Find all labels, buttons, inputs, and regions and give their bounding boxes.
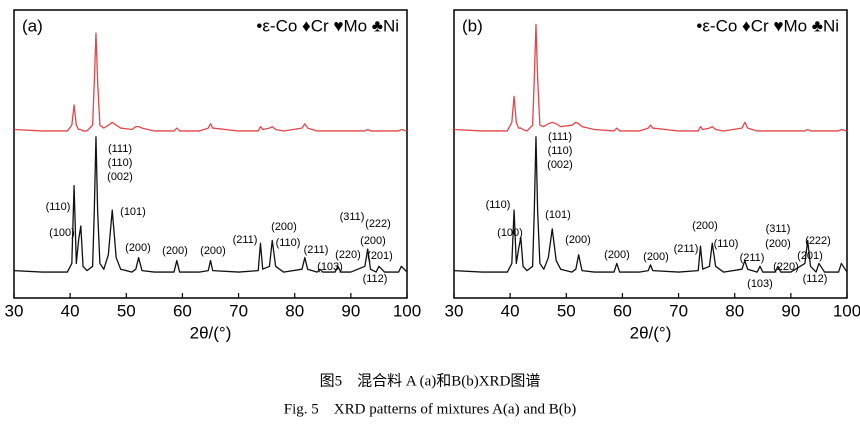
peak-label: (200) <box>360 235 386 247</box>
peak-label: (200) <box>200 245 226 257</box>
xrd-trace <box>453 23 848 132</box>
peak-label: (201) <box>797 250 823 262</box>
x-tick-label: 70 <box>229 301 248 320</box>
x-tick-label: 70 <box>669 301 688 320</box>
peak-label: (200) <box>604 249 630 261</box>
peak-label: (110) <box>108 157 133 169</box>
xrd-trace <box>13 136 408 273</box>
peak-label: (103) <box>747 278 773 290</box>
peak-label: (110) <box>548 145 573 157</box>
peak-label: (311) <box>340 211 365 223</box>
x-axis-label: 2θ/(°) <box>630 323 672 342</box>
peak-label: (111) <box>108 143 132 155</box>
peak-label: (200) <box>692 220 718 232</box>
peak-label: (110) <box>46 201 71 213</box>
x-axis-label: 2θ/(°) <box>190 323 232 342</box>
x-tick-label: 90 <box>341 301 360 320</box>
peak-label: (200) <box>565 234 591 246</box>
legend: •ε-Co ♦Cr ♥Mo ♣Ni <box>256 16 399 35</box>
x-tick-label: 60 <box>613 301 632 320</box>
x-tick-label: 80 <box>725 301 744 320</box>
x-tick-label: 40 <box>501 301 520 320</box>
peak-label: (110) <box>486 199 511 211</box>
peak-label: (112) <box>803 273 828 285</box>
peak-label: (112) <box>363 273 388 285</box>
peak-label: (220) <box>335 249 361 261</box>
peak-label: (211) <box>304 244 329 256</box>
peak-label: (200) <box>765 238 791 250</box>
peak-label: (002) <box>107 171 133 183</box>
peak-label: (110) <box>276 237 301 249</box>
caption-en: Fig. 5 XRD patterns of mixtures A(a) and… <box>284 401 576 417</box>
peak-label: (103) <box>317 261 343 273</box>
x-tick-label: 60 <box>173 301 192 320</box>
peak-label: (110) <box>714 238 739 250</box>
peak-label: (222) <box>365 218 391 230</box>
x-tick-label: 50 <box>117 301 136 320</box>
peak-label: (311) <box>766 223 791 235</box>
peak-label: (200) <box>162 245 188 257</box>
x-tick-label: 100 <box>833 301 860 320</box>
panel-label: (a) <box>22 16 43 35</box>
peak-label: (200) <box>271 221 297 233</box>
peak-label: (100) <box>497 227 523 239</box>
peak-label: (200) <box>125 242 151 254</box>
panel-label: (b) <box>462 16 483 35</box>
plot-frame <box>453 9 848 299</box>
caption-cn: 图5 混合料 A (a)和B(b)XRD图谱 <box>320 372 541 389</box>
x-tick-label: 50 <box>557 301 576 320</box>
peak-label: (101) <box>120 206 146 218</box>
peak-label: (220) <box>773 261 799 273</box>
x-tick-label: 90 <box>781 301 800 320</box>
x-tick-label: 30 <box>445 301 464 320</box>
peak-label: (211) <box>740 252 765 264</box>
peak-label: (222) <box>805 235 831 247</box>
peak-label: (211) <box>233 234 258 246</box>
peak-label: (211) <box>674 243 699 255</box>
peak-label: (101) <box>545 209 571 221</box>
x-tick-label: 30 <box>5 301 24 320</box>
peak-label: (200) <box>643 251 669 263</box>
xrd-trace <box>453 136 848 273</box>
x-tick-label: 40 <box>61 301 80 320</box>
x-tick-label: 100 <box>393 301 421 320</box>
peak-label: (100) <box>49 227 75 239</box>
xrd-trace <box>13 32 408 132</box>
peak-label: (002) <box>547 159 573 171</box>
plot-frame <box>13 9 408 299</box>
peak-label: (111) <box>548 131 572 143</box>
x-tick-label: 80 <box>285 301 304 320</box>
peak-label: (201) <box>367 250 393 262</box>
legend: •ε-Co ♦Cr ♥Mo ♣Ni <box>696 16 839 35</box>
